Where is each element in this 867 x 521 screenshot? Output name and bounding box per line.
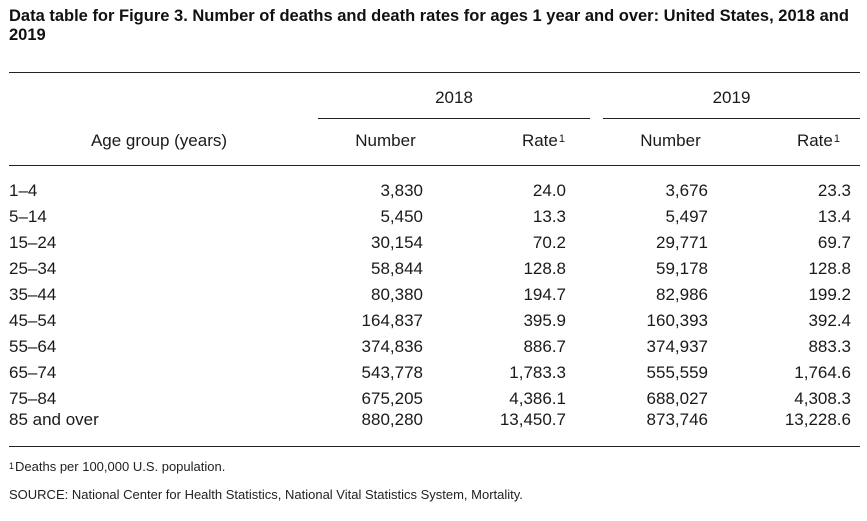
rate-2019-cell: 128.8 (808, 259, 851, 278)
footnote-marker: 1 (833, 133, 840, 145)
number-2019-cell: 59,178 (656, 259, 708, 278)
rate-2019-cell: 199.2 (808, 285, 851, 304)
rate-2019-cell: 23.3 (817, 181, 851, 200)
rate-2018-cell: 395.9 (523, 311, 566, 330)
rate-2019-cell: 13.4 (817, 207, 851, 226)
rate-2019-cell: 883.3 (808, 337, 851, 356)
number-2018-cell: 543,778 (361, 363, 423, 382)
rate-2018-cell: 24.0 (532, 181, 566, 200)
header-rule (9, 165, 860, 166)
rate-2018-cell: 4,386.1 (509, 389, 566, 408)
rate-footnote-text: Deaths per 100,000 U.S. population. (15, 459, 226, 474)
number-2018-cell: 30,154 (371, 233, 423, 252)
number-2018-cell: 58,844 (371, 259, 423, 278)
age-cell: 15–24 (9, 233, 57, 252)
number-2018-cell: 3,830 (380, 181, 423, 200)
year-header-2019: 2019 (712, 88, 751, 107)
number-2018-cell: 164,837 (361, 311, 423, 330)
top-rule (9, 72, 860, 73)
age-cell: 45–54 (9, 311, 57, 330)
age-cell: 75–84 (9, 389, 57, 408)
rate-2019-cell: 69.7 (817, 233, 851, 252)
spanner-rule-2018 (318, 118, 590, 119)
rate-2019-label: Rate (796, 131, 833, 150)
age-cell: 65–74 (9, 363, 57, 382)
age-cell: 5–14 (9, 207, 47, 226)
rate-2018-cell: 1,783.3 (509, 363, 566, 382)
rate-2018-cell: 13.3 (532, 207, 566, 226)
source-note: SOURCE: National Center for Health Stati… (9, 487, 523, 502)
number-2018-cell: 880,280 (361, 410, 423, 429)
rate-2018-cell: 13,450.7 (499, 410, 566, 429)
number-2019-cell: 555,559 (646, 363, 708, 382)
year-header-2018: 2018 (435, 88, 473, 107)
footnote-marker: 1 (558, 133, 565, 145)
number-2019-cell: 688,027 (646, 389, 708, 408)
rate-2018-cell: 886.7 (523, 337, 566, 356)
number-2019-cell: 160,393 (646, 311, 708, 330)
number-2019-cell: 873,746 (646, 410, 708, 429)
age-cell: 25–34 (9, 259, 57, 278)
rate-2018-label: Rate (521, 131, 558, 150)
number-2019-cell: 374,937 (646, 337, 708, 356)
rate-2019-header: Rate1 (740, 131, 840, 151)
spanner-rule-2019 (603, 118, 860, 119)
number-2019-cell: 5,497 (665, 207, 708, 226)
number-2019-cell: 82,986 (656, 285, 708, 304)
rate-2018-cell: 128.8 (523, 259, 566, 278)
age-cell: 55–64 (9, 337, 57, 356)
rate-footnote: 1Deaths per 100,000 U.S. population. (9, 459, 225, 475)
age-cell: 1–4 (9, 181, 38, 200)
rate-2019-cell: 4,308.3 (794, 389, 851, 408)
rate-2019-cell: 13,228.6 (784, 410, 851, 429)
rate-2019-cell: 1,764.6 (794, 363, 851, 382)
number-2018-cell: 5,450 (380, 207, 423, 226)
rate-2018-cell: 70.2 (532, 233, 566, 252)
number-2019-cell: 3,676 (665, 181, 708, 200)
number-2018-header: Number (355, 131, 416, 150)
rate-2018-header: Rate1 (460, 131, 565, 151)
number-2019-cell: 29,771 (656, 233, 708, 252)
rate-2018-cell: 194.7 (523, 285, 566, 304)
number-2018-cell: 80,380 (371, 285, 423, 304)
age-cell: 85 and over (9, 410, 99, 429)
footnote-marker: 1 (9, 461, 15, 471)
age-cell: 35–44 (9, 285, 57, 304)
age-group-header: Age group (years) (90, 131, 228, 150)
rate-2019-cell: 392.4 (808, 311, 851, 330)
bottom-rule (9, 446, 860, 447)
number-2019-header: Number (640, 131, 701, 150)
number-2018-cell: 675,205 (361, 389, 423, 408)
table-title: Data table for Figure 3. Number of death… (9, 7, 849, 44)
number-2018-cell: 374,836 (361, 337, 423, 356)
